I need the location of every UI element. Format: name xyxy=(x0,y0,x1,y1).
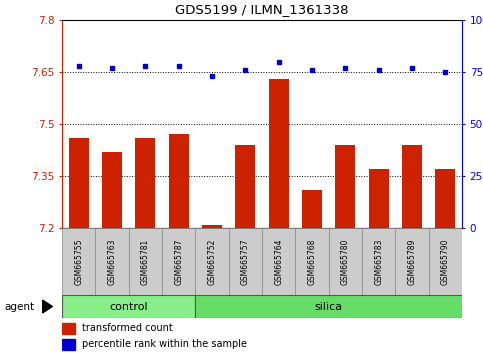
Bar xyxy=(228,228,262,295)
Text: GDS5199 / ILMN_1361338: GDS5199 / ILMN_1361338 xyxy=(175,4,349,16)
Bar xyxy=(62,295,195,318)
Text: GSM665752: GSM665752 xyxy=(208,238,216,285)
Text: GSM665768: GSM665768 xyxy=(308,238,316,285)
Text: GSM665783: GSM665783 xyxy=(374,238,383,285)
Bar xyxy=(429,228,462,295)
Text: GSM665790: GSM665790 xyxy=(441,238,450,285)
Bar xyxy=(162,228,195,295)
Text: GSM665757: GSM665757 xyxy=(241,238,250,285)
Text: agent: agent xyxy=(4,302,34,312)
Bar xyxy=(269,79,289,228)
Bar xyxy=(169,135,189,228)
Bar xyxy=(95,228,128,295)
Text: GSM665764: GSM665764 xyxy=(274,238,283,285)
Text: silica: silica xyxy=(314,302,343,312)
Bar xyxy=(335,145,355,228)
Bar xyxy=(128,228,162,295)
Bar xyxy=(62,228,95,295)
Bar xyxy=(369,169,389,228)
Text: transformed count: transformed count xyxy=(82,323,172,333)
Bar xyxy=(195,228,228,295)
Bar xyxy=(235,145,256,228)
Bar xyxy=(102,152,122,228)
Text: GSM665781: GSM665781 xyxy=(141,238,150,285)
Bar xyxy=(362,228,395,295)
Bar xyxy=(62,322,74,334)
Bar xyxy=(302,190,322,228)
Bar xyxy=(195,295,462,318)
Text: GSM665763: GSM665763 xyxy=(108,238,116,285)
Text: percentile rank within the sample: percentile rank within the sample xyxy=(82,339,247,349)
Text: GSM665789: GSM665789 xyxy=(408,238,416,285)
Bar xyxy=(62,339,74,350)
Bar xyxy=(135,138,156,228)
Bar xyxy=(262,228,295,295)
Bar xyxy=(69,138,89,228)
Bar xyxy=(328,228,362,295)
Text: GSM665780: GSM665780 xyxy=(341,238,350,285)
Text: GSM665755: GSM665755 xyxy=(74,238,83,285)
Bar xyxy=(395,228,429,295)
Bar xyxy=(435,169,455,228)
Bar xyxy=(295,228,328,295)
Text: GSM665787: GSM665787 xyxy=(174,238,183,285)
Bar xyxy=(202,224,222,228)
Bar xyxy=(402,145,422,228)
Text: control: control xyxy=(109,302,148,312)
